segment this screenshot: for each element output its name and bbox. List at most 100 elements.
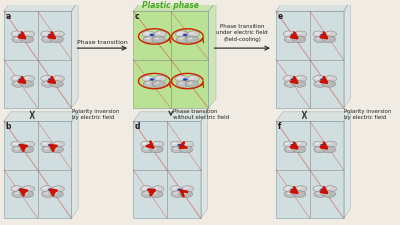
Text: Plastic phase: Plastic phase [142, 1, 199, 10]
Bar [276, 11, 344, 108]
Ellipse shape [325, 31, 336, 37]
Polygon shape [201, 112, 208, 218]
Ellipse shape [171, 146, 184, 153]
Ellipse shape [155, 82, 159, 84]
Ellipse shape [53, 38, 57, 39]
Ellipse shape [23, 76, 34, 82]
Ellipse shape [50, 36, 63, 43]
Circle shape [320, 144, 324, 146]
Circle shape [48, 34, 52, 36]
Ellipse shape [182, 186, 194, 192]
Polygon shape [344, 112, 350, 218]
Text: b: b [6, 122, 11, 131]
Ellipse shape [180, 191, 193, 197]
Ellipse shape [146, 38, 150, 39]
Ellipse shape [26, 77, 29, 79]
Ellipse shape [50, 81, 63, 87]
Circle shape [150, 34, 154, 36]
Ellipse shape [141, 191, 154, 197]
Ellipse shape [322, 191, 336, 197]
Ellipse shape [314, 191, 327, 197]
Circle shape [148, 188, 152, 191]
Ellipse shape [188, 82, 192, 84]
Ellipse shape [24, 148, 28, 150]
Ellipse shape [327, 77, 331, 79]
Ellipse shape [55, 143, 59, 144]
Ellipse shape [295, 31, 307, 37]
Text: c: c [135, 12, 139, 21]
Ellipse shape [313, 141, 325, 147]
Circle shape [177, 188, 182, 191]
Ellipse shape [44, 148, 48, 150]
Ellipse shape [293, 81, 306, 87]
Ellipse shape [190, 77, 194, 79]
Ellipse shape [185, 36, 198, 43]
Ellipse shape [327, 143, 331, 144]
Circle shape [290, 144, 295, 146]
Ellipse shape [174, 148, 178, 150]
Ellipse shape [41, 186, 52, 192]
Ellipse shape [295, 76, 307, 82]
Text: Polarity inversion
by electric field: Polarity inversion by electric field [344, 109, 392, 120]
Ellipse shape [175, 31, 188, 37]
Ellipse shape [176, 36, 190, 43]
Ellipse shape [157, 32, 160, 34]
Ellipse shape [284, 191, 297, 197]
Ellipse shape [316, 187, 319, 189]
Ellipse shape [41, 31, 52, 37]
Ellipse shape [21, 191, 34, 197]
Ellipse shape [176, 81, 190, 87]
Circle shape [320, 34, 324, 36]
Ellipse shape [298, 143, 301, 144]
Ellipse shape [14, 187, 17, 189]
Ellipse shape [26, 143, 29, 144]
Ellipse shape [141, 146, 154, 153]
Ellipse shape [154, 75, 166, 82]
Ellipse shape [152, 36, 165, 43]
Circle shape [183, 34, 187, 36]
Ellipse shape [41, 76, 52, 82]
Ellipse shape [15, 148, 19, 150]
Ellipse shape [26, 187, 29, 189]
Ellipse shape [313, 76, 325, 82]
Ellipse shape [179, 82, 183, 84]
Ellipse shape [52, 31, 64, 37]
Ellipse shape [326, 82, 329, 84]
Text: e: e [278, 12, 283, 21]
Ellipse shape [152, 186, 164, 192]
Ellipse shape [322, 81, 336, 87]
Circle shape [148, 144, 152, 146]
Ellipse shape [296, 38, 300, 39]
Circle shape [48, 188, 52, 191]
Ellipse shape [325, 76, 336, 82]
Circle shape [18, 78, 23, 81]
Ellipse shape [142, 75, 154, 82]
Ellipse shape [184, 187, 188, 189]
Ellipse shape [150, 146, 163, 153]
Ellipse shape [295, 141, 307, 147]
Ellipse shape [296, 192, 300, 194]
Ellipse shape [11, 141, 23, 147]
Ellipse shape [317, 192, 321, 194]
Bar [276, 122, 344, 218]
Ellipse shape [174, 192, 178, 194]
Ellipse shape [150, 191, 163, 197]
Ellipse shape [287, 82, 291, 84]
Ellipse shape [14, 143, 17, 144]
Ellipse shape [50, 146, 63, 153]
Ellipse shape [188, 31, 200, 37]
Ellipse shape [44, 192, 48, 194]
Ellipse shape [325, 141, 336, 147]
Ellipse shape [316, 32, 319, 34]
Text: d: d [135, 122, 140, 131]
Ellipse shape [298, 32, 301, 34]
Ellipse shape [170, 186, 182, 192]
Ellipse shape [50, 191, 63, 197]
Circle shape [183, 78, 187, 81]
Ellipse shape [44, 82, 48, 84]
Ellipse shape [21, 81, 34, 87]
Polygon shape [133, 112, 208, 122]
Polygon shape [72, 2, 78, 108]
Ellipse shape [12, 146, 25, 153]
Ellipse shape [143, 187, 146, 189]
